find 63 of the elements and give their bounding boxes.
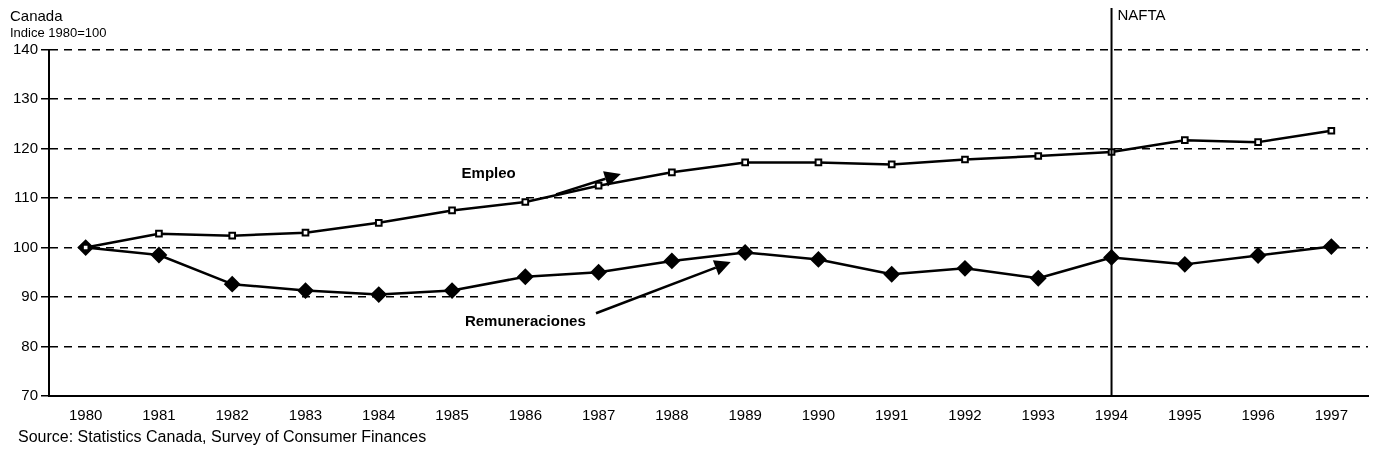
chart-subtitle: Indice 1980=100 [10,25,107,41]
x-tick-label: 1988 [655,406,689,424]
x-tick-label: 1992 [948,406,982,424]
x-tick-label: 1982 [215,406,249,424]
x-tick-label: 1994 [1094,406,1129,424]
point [155,229,163,238]
y-tick-label: 100 [13,237,39,255]
x-tick-label: 1984 [362,406,396,424]
point [448,206,456,215]
point [887,160,896,169]
x-tick-label: 1993 [1021,406,1055,424]
point [228,231,237,240]
point [810,251,827,268]
point [150,246,167,263]
point [1254,138,1262,146]
x-tick-label: 1997 [1314,406,1349,424]
point [301,228,310,237]
series-label: Empleo [461,164,516,182]
x-tick-label: 1986 [508,406,543,424]
series-label: Remuneraciones [464,311,586,329]
point [444,282,461,299]
x-tick-label: 1981 [142,406,176,424]
point [224,276,241,293]
point [741,158,749,167]
y-tick-label: 130 [13,89,39,107]
chart-title: Canada [10,7,64,25]
point [374,218,383,227]
point [663,252,680,269]
x-tick-label: 1989 [728,406,762,424]
point [1176,256,1193,273]
point [297,282,314,299]
y-tick-label: 90 [21,287,39,305]
point [1180,136,1189,144]
source-note: Source: Statistics Canada, Survey of Consumer Finances [18,428,427,446]
y-tick-label: 70 [21,386,39,404]
point [1030,270,1047,287]
y-tick-label: 120 [13,138,39,156]
x-tick-label: 1996 [1241,406,1275,424]
x-tick-label: 1991 [875,406,909,424]
point [1250,247,1267,264]
point [883,266,900,283]
point [594,181,603,190]
point [961,155,969,164]
y-tick-label: 110 [14,188,39,206]
point [668,168,676,177]
point [1327,126,1336,135]
point [737,244,754,261]
x-tick-label: 1980 [68,406,103,424]
point [590,264,607,281]
point [1034,152,1043,160]
point [521,198,530,206]
point [517,268,534,285]
x-tick-label: 1985 [435,406,469,424]
y-tick-label: 80 [21,336,39,354]
ref-line-label: NAFTA [1117,5,1166,23]
x-tick-label: 1995 [1168,406,1202,424]
x-tick-label: 1983 [288,406,323,424]
x-tick-label: 1987 [581,406,616,424]
y-tick-label: 140 [13,39,39,57]
x-tick-label: 1990 [801,406,836,424]
point [956,260,973,277]
point [370,286,387,303]
point [1323,238,1340,255]
